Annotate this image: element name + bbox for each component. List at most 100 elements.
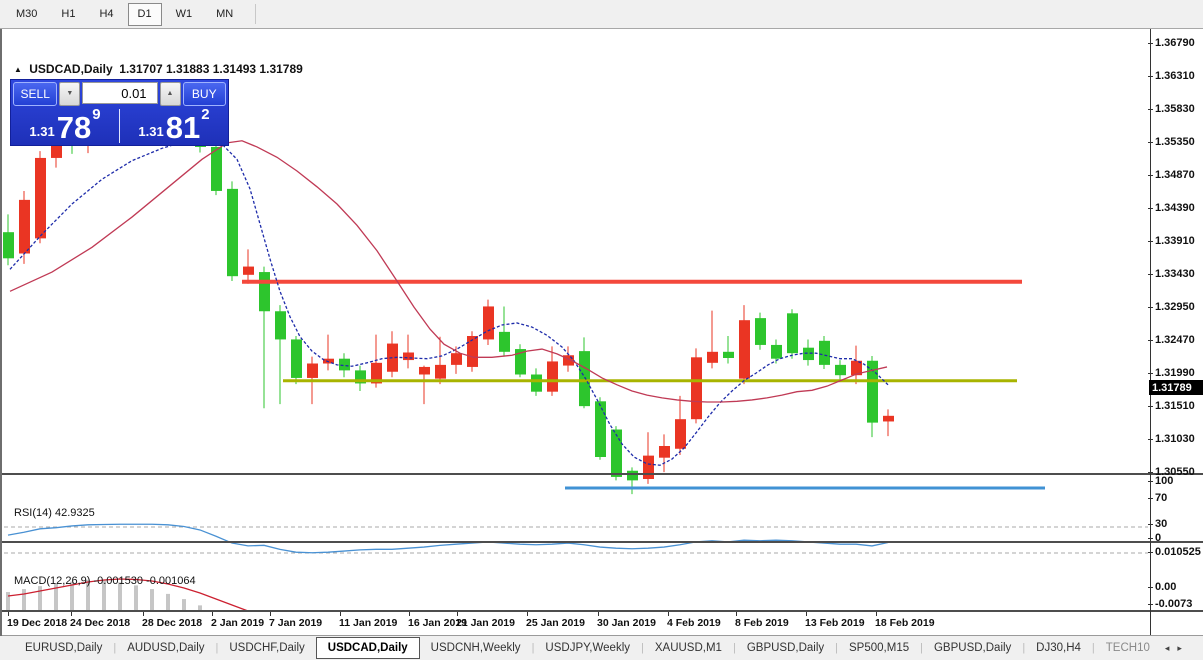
bid-pips: 78 — [56, 110, 92, 145]
bid-price[interactable]: 1.31 78 9 — [11, 106, 119, 146]
price-axis-label: 1.32470 — [1155, 334, 1195, 346]
bid-frac: 9 — [92, 106, 101, 123]
tab-sp500-m15[interactable]: SP500,M15 — [849, 642, 910, 654]
tab-eurusd-daily[interactable]: EURUSD,Daily — [25, 642, 103, 654]
candle — [707, 351, 718, 363]
axis-tick — [1148, 241, 1153, 242]
date-axis-tick — [409, 612, 410, 616]
rsi-line — [7, 523, 889, 554]
candle — [835, 364, 846, 376]
rsi-subchart[interactable] — [2, 504, 1150, 570]
timeframe-button-h4[interactable]: H4 — [99, 8, 114, 20]
price-axis-label: 1.31030 — [1155, 433, 1195, 445]
sell-button[interactable]: SELL — [13, 81, 58, 106]
candle — [611, 429, 622, 477]
price-axis-label: 1.31510 — [1155, 400, 1195, 412]
price-divider — [119, 109, 120, 143]
timeframe-button-h1[interactable]: H1 — [61, 8, 76, 20]
tab-separator: | — [1091, 642, 1095, 654]
lot-size-input[interactable]: 0.01 — [82, 82, 158, 104]
tab-separator: | — [920, 642, 923, 654]
chevron-down-icon: ▼ — [66, 90, 74, 97]
axis-tick — [1148, 587, 1153, 588]
lot-decrease-button[interactable]: ▼ — [59, 81, 81, 106]
main-chart[interactable] — [2, 58, 1150, 504]
ask-price[interactable]: 1.31 81 2 — [120, 106, 228, 146]
date-axis-tick — [71, 612, 72, 616]
date-axis-tick — [8, 612, 9, 616]
ma-fast-line[interactable] — [9, 138, 889, 466]
candle — [755, 318, 766, 345]
tab-usdcnh-weekly[interactable]: USDCNH,Weekly — [430, 642, 521, 654]
candle — [531, 374, 542, 392]
macd-axis-label: 0.00 — [1155, 581, 1177, 593]
tab-usdcad-daily[interactable]: USDCAD,Daily — [315, 637, 420, 659]
tab-separator: | — [215, 642, 219, 654]
candle — [403, 352, 414, 361]
toolbar-separator — [255, 4, 257, 24]
axis-tick — [1148, 208, 1153, 209]
axis-tick — [1148, 498, 1153, 499]
candle — [851, 360, 862, 376]
candle — [547, 361, 558, 392]
timeframe-button-m30[interactable]: M30 — [16, 8, 38, 20]
timeframe-toolbar: M30 H1 H4 D1 W1 MN — [0, 0, 1203, 29]
tab-tech10[interactable]: TECH10 — [1105, 642, 1150, 654]
date-axis-label: 8 Feb 2019 — [735, 617, 789, 629]
date-axis-label: 28 Dec 2018 — [142, 617, 203, 629]
tab-scroll-left-icon[interactable]: ◂ — [1164, 642, 1170, 653]
candle — [787, 313, 798, 354]
date-axis-label: 16 Jan 2019 — [408, 617, 467, 629]
tab-gbpusd-daily[interactable]: GBPUSD,Daily — [746, 642, 825, 654]
date-axis-label: 7 Jan 2019 — [269, 617, 323, 629]
axis-tick — [1148, 274, 1153, 275]
date-axis-tick — [270, 612, 271, 616]
candle — [435, 364, 446, 379]
timeframe-button-d1[interactable]: D1 — [127, 2, 162, 26]
axis-tick — [1148, 307, 1153, 308]
tab-separator: | — [1022, 642, 1026, 654]
candle — [883, 415, 894, 422]
axis-tick — [1148, 538, 1153, 539]
buy-button[interactable]: BUY — [182, 81, 227, 106]
tab-dj30-h4[interactable]: DJ30,H4 — [1036, 642, 1081, 654]
pane-separator[interactable] — [2, 541, 1203, 543]
candle — [259, 272, 270, 312]
candle — [19, 199, 30, 254]
axis-tick — [1148, 472, 1153, 473]
tab-usdchf-daily[interactable]: USDCHF,Daily — [229, 642, 305, 654]
candle — [643, 455, 654, 479]
date-axis-label: 11 Jan 2019 — [339, 617, 398, 629]
price-axis-label: 1.33430 — [1155, 268, 1195, 280]
chart-title: ▲ USDCAD,Daily 1.31707 1.31883 1.31493 1… — [14, 62, 303, 76]
lot-increase-button[interactable]: ▲ — [159, 81, 181, 106]
date-axis-tick — [212, 612, 213, 616]
ma-slow-line[interactable] — [9, 140, 888, 403]
tab-usdjpy-weekly[interactable]: USDJPY,Weekly — [545, 642, 630, 654]
candle — [867, 360, 878, 423]
candle — [51, 137, 62, 158]
candle — [339, 358, 350, 371]
timeframe-button-mn[interactable]: MN — [216, 8, 234, 20]
date-axis-label: 24 Dec 2018 — [70, 617, 131, 629]
candle — [627, 470, 638, 481]
price-axis-label: 1.33910 — [1155, 235, 1195, 247]
tab-audusd-daily[interactable]: AUDUSD,Daily — [127, 642, 205, 654]
axis-tick — [1148, 175, 1153, 176]
tab-separator: | — [113, 642, 117, 654]
price-axis-label: 1.32950 — [1155, 301, 1195, 313]
tab-gbpusd-daily[interactable]: GBPUSD,Daily — [933, 642, 1012, 654]
date-axis-label: 21 Jan 2019 — [456, 617, 515, 629]
price-axis-label: 1.34870 — [1155, 169, 1195, 181]
date-axis-tick — [598, 612, 599, 616]
date-axis-label: 13 Feb 2019 — [805, 617, 865, 629]
chart-window: ▲ USDCAD,Daily 1.31707 1.31883 1.31493 1… — [0, 29, 1203, 636]
timeframe-button-w1[interactable]: W1 — [175, 8, 193, 20]
tab-xauusd-m1[interactable]: XAUUSD,M1 — [654, 642, 722, 654]
pane-separator[interactable] — [2, 610, 1203, 612]
axis-tick — [1148, 76, 1153, 77]
chevron-up-icon: ▲ — [166, 90, 174, 97]
tab-scroll-right-icon[interactable]: ▸ — [1177, 642, 1182, 653]
candle — [467, 336, 478, 367]
pane-separator[interactable] — [2, 473, 1203, 475]
